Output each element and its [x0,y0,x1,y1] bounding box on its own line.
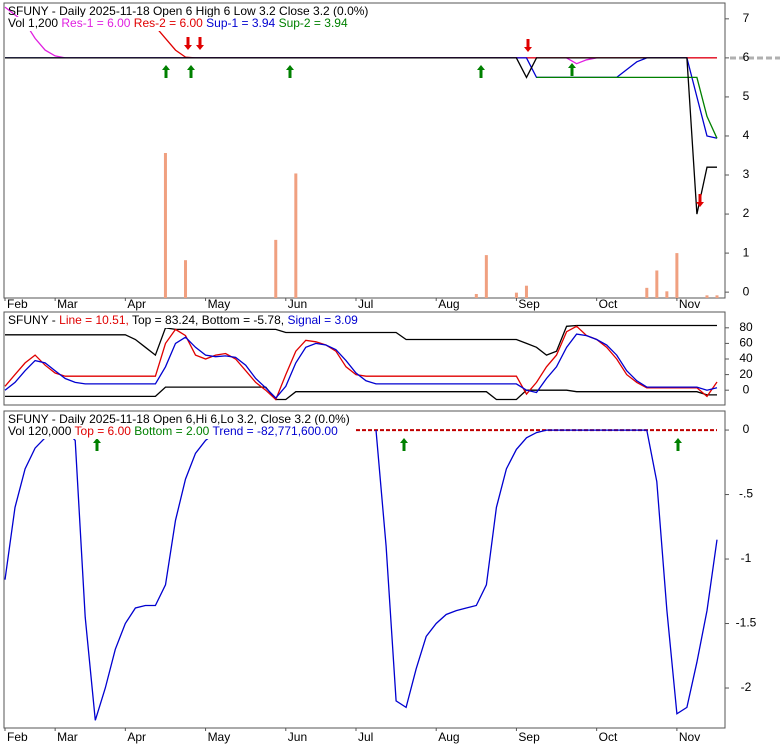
y-tick-label: -.5 [739,487,753,501]
legend-background [5,17,351,31]
x-tick-label: Mar [57,297,78,311]
y-tick-label: 80 [739,320,753,334]
legend-entry: Bottom = 2.00 [134,424,209,438]
x-tick-label: Apr [127,297,146,311]
volume-bar [524,285,528,298]
x-tick-label: Feb [7,730,28,744]
y-tick-label: 5 [743,89,750,103]
signal-arrow [93,438,101,451]
series-line [5,386,717,401]
x-tick-label: Feb [7,297,28,311]
volume-bar [655,270,659,298]
volume-bar [163,153,167,298]
volume-bar [715,295,719,298]
x-tick-label: Oct [599,297,618,311]
legend-entry: SFUNY - [8,313,56,327]
x-tick-label: Mar [57,730,78,744]
panel-title: SFUNY - Daily 2025-11-18 Open 6 High 6 L… [8,4,368,18]
legend-entry: Signal = 3.09 [287,313,358,327]
y-tick-label: 1 [743,245,750,259]
volume-bar [294,173,298,298]
signal-arrow [187,65,195,78]
volume-bar [514,292,518,298]
legend-entry: Vol 120,000 [8,424,72,438]
volume-bar [675,253,679,298]
legend-background [5,314,362,328]
y-tick-label: 6 [743,50,750,64]
x-tick-label: Jul [358,297,373,311]
legend-text: Vol 120,000 Top = 6.00 Bottom = 2.00 Tre… [8,424,338,438]
legend-entry: Line = 10.51, [59,313,129,327]
x-tick-label: Aug [438,730,459,744]
y-tick-label: 60 [739,336,753,350]
volume-bar [665,291,669,298]
series-line [4,429,718,721]
legend-entry: Sup-1 = 3.94 [206,16,275,30]
y-tick-label: 3 [743,167,750,181]
y-tick-label: 4 [743,128,750,142]
signal-arrow [162,65,170,78]
signal-arrow [196,37,204,50]
x-tick-label: Nov [679,297,700,311]
x-tick-label: Sep [518,730,540,744]
x-tick-label: Nov [679,730,700,744]
series-line [4,333,718,399]
volume-bar [274,239,278,298]
volume-bar [484,255,488,298]
series-line [536,76,718,139]
x-tick-label: Jun [288,730,307,744]
x-tick-label: Sep [518,297,540,311]
signal-arrow [184,37,192,50]
y-tick-label: 0 [743,284,750,298]
series-line [5,57,717,215]
legend-text: SFUNY - Line = 10.51, Top = 83.24, Botto… [8,313,358,327]
legend-entry: Top = 6.00 [75,424,132,438]
legend-entry: Top = 83.24, [132,313,198,327]
signal-arrow [568,63,576,76]
y-tick-label: -1 [741,551,752,565]
legend-entry: Vol 1,200 [8,16,58,30]
series-line [5,324,717,357]
legend-background [5,425,342,439]
legend-entry: Res-2 = 6.00 [134,16,203,30]
x-tick-label: Oct [599,730,618,744]
y-tick-label: -1.5 [736,616,757,630]
signal-arrow [477,65,485,78]
y-tick-label: -2 [741,680,752,694]
volume-bar [184,260,188,298]
legend: SFUNY - Line = 10.51, Top = 83.24, Botto… [5,313,362,328]
y-tick-label: 20 [739,367,753,381]
legend-text: Vol 1,200 Res-1 = 6.00 Res-2 = 6.00 Sup-… [8,16,348,30]
y-tick-label: 0 [743,382,750,396]
y-tick-label: 7 [743,11,750,25]
signal-arrow [400,438,408,451]
legend-entry: Sup-2 = 3.94 [279,16,348,30]
legend: Vol 1,200 Res-1 = 6.00 Res-2 = 6.00 Sup-… [5,16,351,31]
legend: Vol 120,000 Top = 6.00 Bottom = 2.00 Tre… [5,424,342,439]
panel-frame [3,410,726,729]
panel-title: SFUNY - Daily 2025-11-18 Open 6,Hi 6,Lo … [8,412,350,426]
volume-bar [645,287,649,298]
x-tick-label: Aug [438,297,459,311]
signal-arrow [524,39,532,52]
legend-entry: Trend = -82,771,600.00 [212,424,338,438]
volume-bar [705,295,709,298]
volume-bar [474,293,478,298]
x-tick-label: Apr [127,730,146,744]
legend-entry: Res-1 = 6.00 [61,16,130,30]
signal-arrow [696,194,704,207]
x-tick-label: May [208,730,231,744]
y-tick-label: 2 [743,206,750,220]
y-tick-label: 40 [739,351,753,365]
x-tick-label: May [208,297,231,311]
y-tick-label: 0 [743,422,750,436]
x-tick-label: Jun [288,297,307,311]
signal-arrow [674,438,682,451]
panel-frame [3,2,726,299]
x-tick-label: Jul [358,730,373,744]
legend-entry: Bottom = -5.78, [202,313,284,327]
signal-arrow [286,65,294,78]
